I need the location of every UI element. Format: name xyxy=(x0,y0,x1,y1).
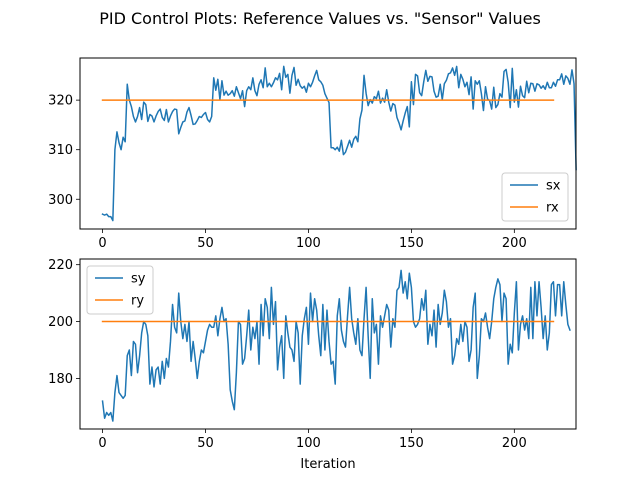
bottom-ytick-label-180: 180 xyxy=(48,372,73,387)
series-sy-line xyxy=(101,269,571,422)
top-legend: sx rx xyxy=(501,172,569,222)
subplot-top: 0 50 100 150 200 300 310 320 sx rx xyxy=(48,57,577,251)
top-ytick-label-300: 300 xyxy=(48,193,73,208)
top-ytick-label-320: 320 xyxy=(48,94,73,109)
top-xtick-label-100: 100 xyxy=(296,236,321,251)
top-axis-ticks: 0 50 100 150 200 300 310 320 xyxy=(48,94,527,251)
top-xtick-label-200: 200 xyxy=(502,236,527,251)
top-axes-frame xyxy=(79,57,577,230)
series-sx-line xyxy=(101,65,577,222)
bottom-xtick-label-0: 0 xyxy=(98,436,106,451)
top-plot-area xyxy=(101,65,577,222)
legend-sy-label: sy xyxy=(131,272,146,287)
bottom-axis-ticks: 0 50 100 150 200 180 200 220 xyxy=(48,258,527,451)
bottom-xtick-label-150: 150 xyxy=(399,436,424,451)
legend-ry-label: ry xyxy=(131,294,144,309)
top-xtick-label-50: 50 xyxy=(197,236,214,251)
top-xtick-label-0: 0 xyxy=(98,236,106,251)
legend-sx-label: sx xyxy=(546,179,561,194)
bottom-ytick-label-220: 220 xyxy=(48,258,73,273)
bottom-xtick-label-50: 50 xyxy=(197,436,214,451)
top-ytick-label-310: 310 xyxy=(48,143,73,158)
top-xtick-label-150: 150 xyxy=(399,236,424,251)
subplot-bottom: 0 50 100 150 200 180 200 220 sy ry xyxy=(48,258,577,451)
bottom-xtick-label-100: 100 xyxy=(296,436,321,451)
bottom-legend: sy ry xyxy=(86,265,154,315)
bottom-ytick-label-200: 200 xyxy=(48,315,73,330)
figure-title: PID Control Plots: Reference Values vs. … xyxy=(99,9,541,28)
bottom-xtick-label-200: 200 xyxy=(502,436,527,451)
x-axis-label: Iteration xyxy=(300,457,355,472)
legend-rx-label: rx xyxy=(546,201,559,216)
bottom-axes-frame xyxy=(79,258,577,430)
bottom-plot-area xyxy=(101,269,571,422)
